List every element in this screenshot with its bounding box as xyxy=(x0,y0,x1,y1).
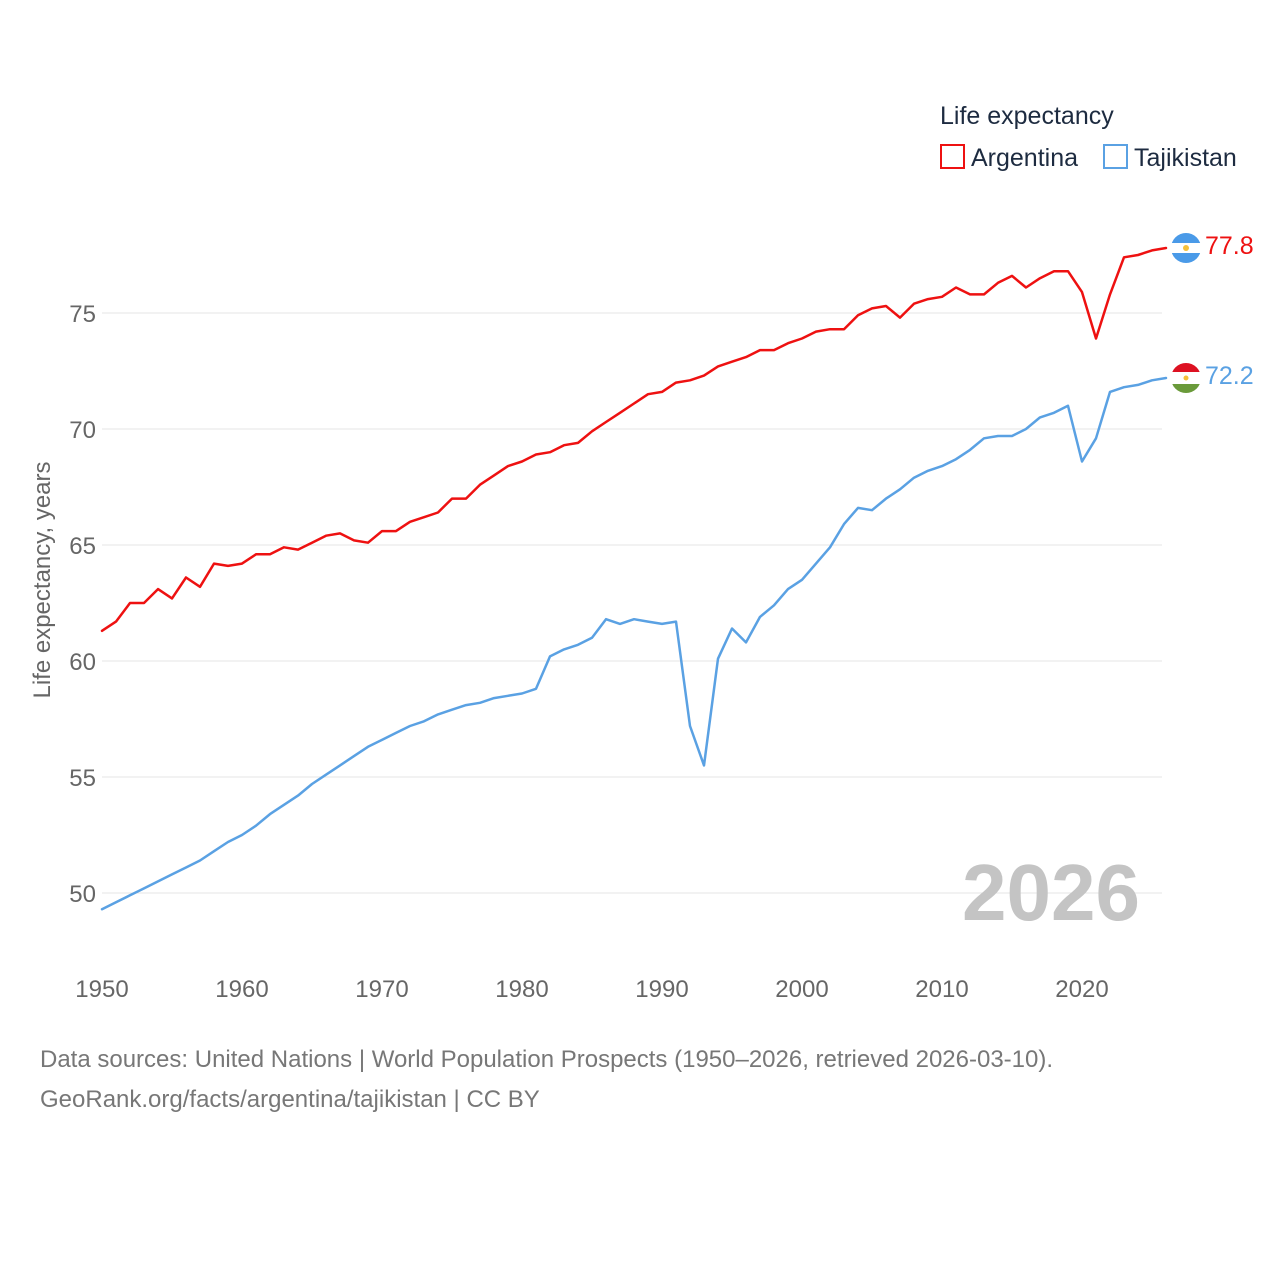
x-tick-label-1990: 1990 xyxy=(635,976,688,1003)
series-line-tajikistan xyxy=(100,376,1168,911)
x-tick-label-2010: 2010 xyxy=(915,976,968,1003)
tajikistan-flag-icon xyxy=(1171,363,1201,393)
y-tick-label-50: 50 xyxy=(69,881,96,908)
y-tick-label-55: 55 xyxy=(69,765,96,792)
footer-source: Data sources: United Nations | World Pop… xyxy=(40,1046,1054,1073)
series-line-argentina xyxy=(100,246,1168,633)
end-marker-tajikistan: 72.2 xyxy=(1171,362,1254,393)
grid-lines xyxy=(102,312,1162,894)
y-axis-title: Life expectancy, years xyxy=(29,461,56,698)
legend-item-argentina[interactable]: Argentina xyxy=(940,144,1078,172)
end-label-argentina: 77.8 xyxy=(1205,232,1254,260)
y-tick-label-60: 60 xyxy=(69,649,96,676)
legend: Life expectancy Argentina Tajikistan xyxy=(940,102,1237,172)
series-lines xyxy=(100,246,1168,911)
x-tick-label-1980: 1980 xyxy=(495,976,548,1003)
legend-item-tajikistan[interactable]: Tajikistan xyxy=(1103,144,1237,172)
legend-label-tajikistan: Tajikistan xyxy=(1134,144,1237,172)
x-tick-label-1950: 1950 xyxy=(75,976,128,1003)
legend-swatch-tajikistan xyxy=(1103,144,1128,169)
end-label-tajikistan: 72.2 xyxy=(1205,362,1254,390)
y-tick-label-70: 70 xyxy=(69,417,96,444)
year-watermark: 2026 xyxy=(962,848,1140,937)
legend-label-argentina: Argentina xyxy=(971,144,1078,172)
y-tick-label-75: 75 xyxy=(69,301,96,328)
y-tick-label-65: 65 xyxy=(69,533,96,560)
argentina-flag-icon xyxy=(1171,233,1201,263)
x-tick-label-2000: 2000 xyxy=(775,976,828,1003)
x-tick-label-1960: 1960 xyxy=(215,976,268,1003)
x-tick-label-1970: 1970 xyxy=(355,976,408,1003)
footer-credit: GeoRank.org/facts/argentina/tajikistan |… xyxy=(40,1086,540,1113)
footer: Data sources: United Nations | World Pop… xyxy=(40,1040,1240,1120)
end-marker-argentina: 77.8 xyxy=(1171,232,1254,263)
legend-title: Life expectancy xyxy=(940,102,1114,130)
x-axis-ticks: 1950 1960 1970 1980 1990 2000 2010 2020 xyxy=(75,976,1108,1003)
x-tick-label-2020: 2020 xyxy=(1055,976,1108,1003)
y-axis-ticks: 50 55 60 65 70 75 xyxy=(69,301,96,908)
legend-swatch-argentina xyxy=(940,144,965,169)
